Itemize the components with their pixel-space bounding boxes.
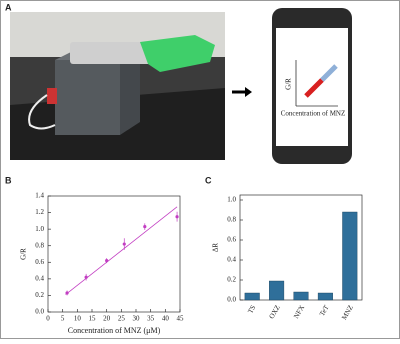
fit-line (65, 206, 178, 295)
bar (244, 292, 260, 301)
data-point (65, 291, 69, 295)
photo (10, 12, 225, 160)
y-tick-label: 0.0 (227, 296, 236, 304)
y-tick-label: 0.2 (227, 276, 236, 284)
x-tick-label: 45 (177, 315, 185, 323)
y-tick-label: 0.2 (35, 291, 44, 299)
y-tick-label: 1.4 (35, 192, 44, 200)
x-tick-label: 0 (46, 315, 50, 323)
phone-y-label: G/R (285, 78, 293, 90)
y-tick-label: 0.8 (227, 216, 236, 224)
plot-frame (47, 195, 181, 313)
y-tick-label: 0.6 (227, 236, 236, 244)
arrow (232, 87, 252, 97)
bar (342, 211, 358, 301)
x-tick-label: TS (246, 304, 257, 315)
x-tick-label: 15 (89, 315, 97, 323)
phone-x-label: Concentration of MNZ (281, 110, 346, 118)
panel-label: C (205, 175, 212, 185)
bar (269, 280, 285, 301)
panel-label: B (5, 175, 12, 185)
bar (317, 292, 333, 301)
y-tick-label: 0.4 (35, 274, 44, 282)
x-axis-label: Concentration of MNZ (μM) (68, 326, 161, 335)
y-axis-label: G/R (20, 248, 28, 260)
y-tick-label: 0.6 (35, 258, 44, 266)
y-tick-label: 0.8 (35, 241, 44, 249)
x-tick-label: 20 (103, 315, 111, 323)
x-tick-label: 30 (133, 315, 141, 323)
x-tick-label: 5 (61, 315, 65, 323)
data-point (143, 225, 147, 229)
x-tick-label: 35 (147, 315, 155, 323)
y-tick-label: 1.2 (35, 208, 44, 216)
y-tick-label: 1.0 (227, 196, 236, 204)
y-tick-label: 1.0 (35, 225, 44, 233)
bar (293, 291, 309, 301)
panel-label: A (5, 2, 12, 12)
y-axis-label: ΔR (212, 243, 220, 253)
y-tick-label: 0.4 (227, 256, 236, 264)
x-tick-label: 10 (74, 315, 82, 323)
phone: G/R Concentration of MNZ (272, 8, 352, 164)
data-point (122, 242, 126, 246)
data-point (84, 275, 88, 279)
x-tick-label: 25 (118, 315, 126, 323)
data-point (105, 259, 109, 263)
x-tick-label: 40 (162, 315, 170, 323)
y-tick-label: 0.0 (35, 308, 44, 316)
data-point (175, 215, 179, 219)
